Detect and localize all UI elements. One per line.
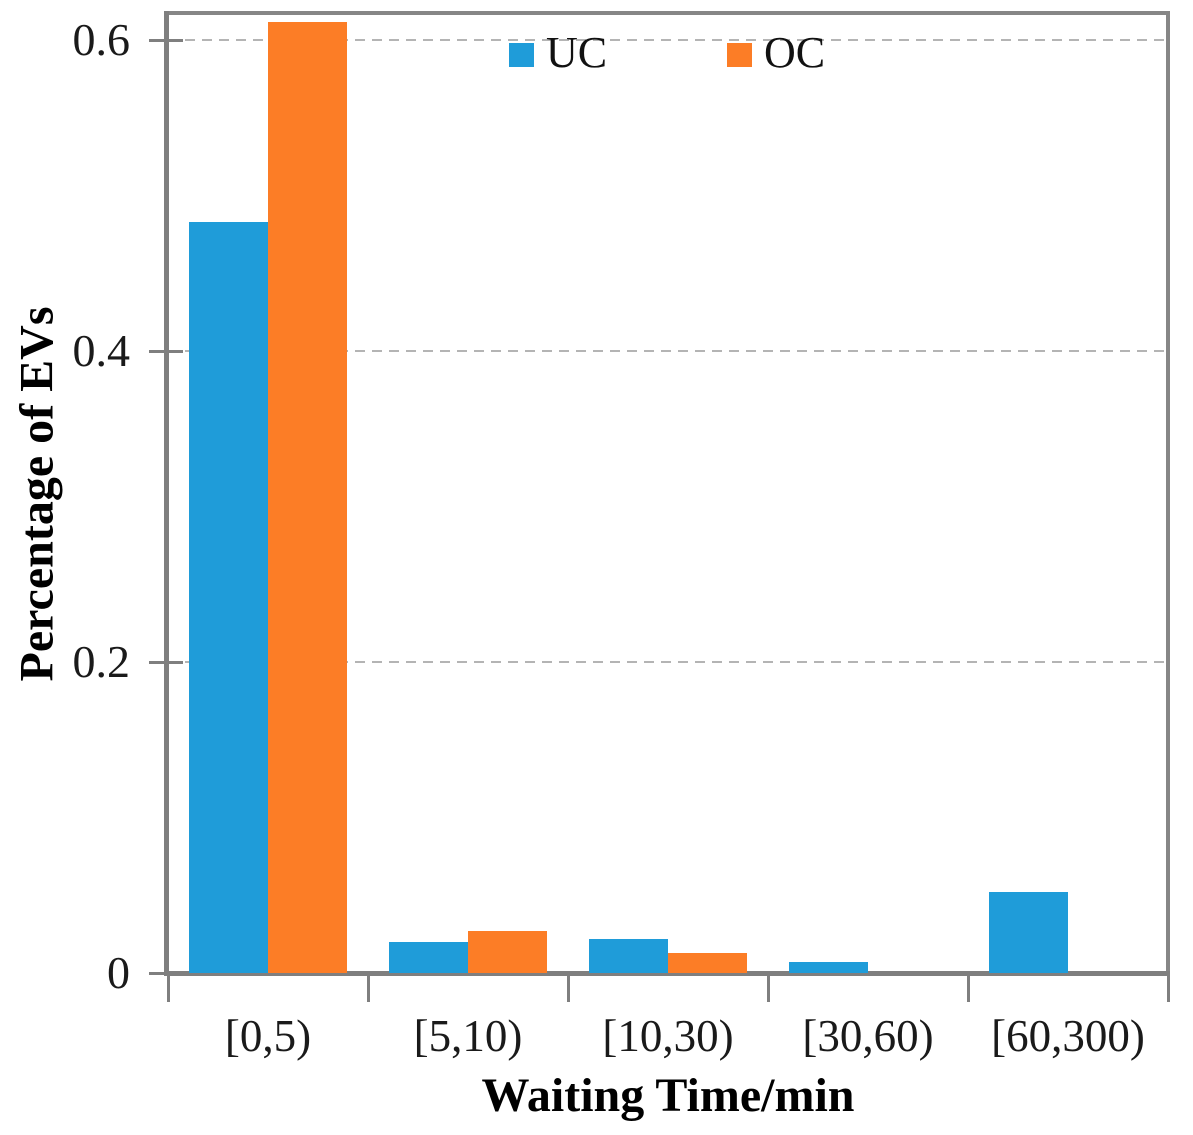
bar-uc-0 — [189, 222, 268, 973]
plot-frame-top — [164, 11, 1170, 15]
bar-uc-2 — [589, 939, 668, 973]
gridline-y-0.4 — [168, 350, 1168, 352]
x-axis-title: Waiting Time/min — [481, 1069, 855, 1122]
gridline-y-0.2 — [168, 661, 1168, 663]
legend-item-oc: OC — [727, 29, 825, 77]
x-tick-0 — [167, 976, 170, 1002]
y-tick-label-0.2: 0.2 — [72, 636, 131, 687]
x-tick-label-2: [10,30) — [602, 1011, 734, 1061]
legend-item-uc: UC — [509, 29, 607, 77]
plot-frame-right — [1166, 11, 1170, 976]
y-tick-0.6 — [149, 39, 183, 42]
bar-oc-1 — [468, 931, 547, 973]
y-axis-title: Percentage of EVs — [10, 306, 64, 682]
legend-label-oc: OC — [764, 28, 826, 77]
x-tick-3 — [767, 976, 770, 1002]
bar-oc-0 — [268, 22, 347, 973]
x-tick-5 — [1167, 976, 1170, 1002]
y-tick-0.4 — [149, 350, 183, 353]
x-axis-line — [164, 971, 1170, 976]
y-tick-label-0.4: 0.4 — [72, 325, 131, 376]
x-tick-1 — [367, 976, 370, 1002]
y-tick-label-0.6: 0.6 — [72, 14, 131, 65]
x-tick-2 — [567, 976, 570, 1002]
bar-oc-2 — [668, 953, 747, 973]
plot-area — [168, 14, 1168, 973]
y-tick-0 — [149, 972, 183, 975]
bar-uc-1 — [389, 942, 468, 973]
bar-uc-4 — [989, 892, 1068, 973]
legend-label-uc: UC — [546, 28, 608, 77]
gridline-y-0.6 — [168, 39, 1168, 41]
y-tick-0.2 — [149, 661, 183, 664]
y-tick-label-0: 0 — [107, 947, 130, 998]
y-axis-line — [164, 11, 169, 976]
x-tick-label-0: [0,5) — [224, 1011, 312, 1061]
legend-swatch-oc — [727, 43, 752, 67]
x-tick-label-1: [5,10) — [413, 1011, 523, 1061]
legend-swatch-uc — [509, 43, 534, 67]
x-tick-label-3: [30,60) — [802, 1011, 934, 1061]
x-tick-label-4: [60,300) — [991, 1011, 1145, 1061]
bar-uc-3 — [789, 962, 868, 973]
x-tick-4 — [967, 976, 970, 1002]
